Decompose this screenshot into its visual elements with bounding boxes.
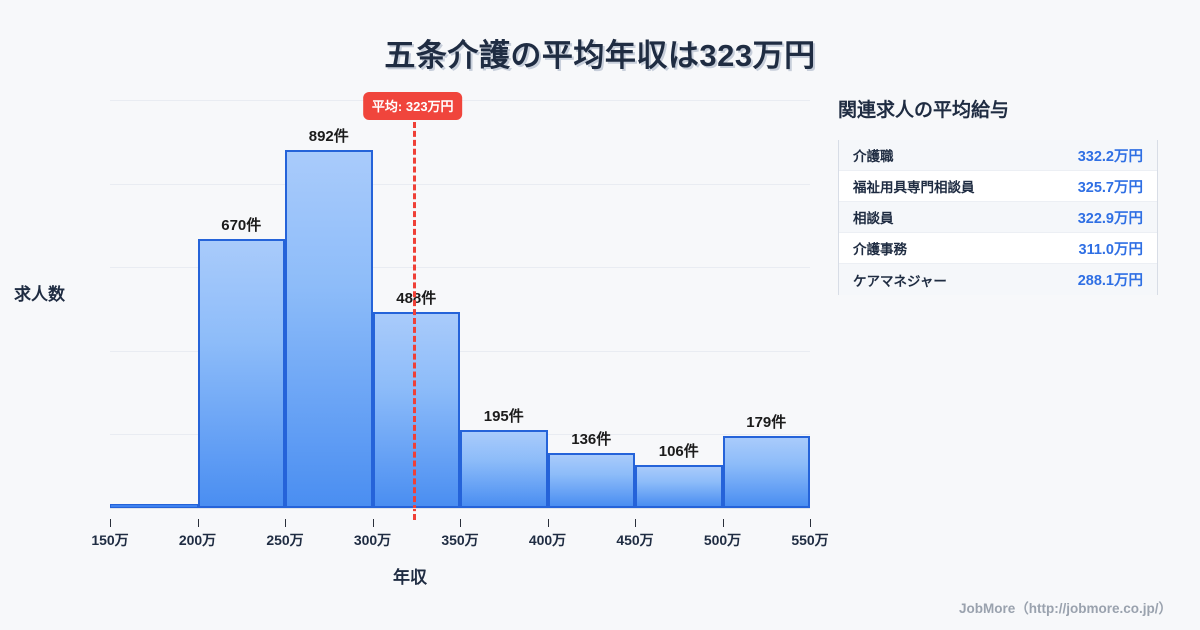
salary-job-name: 介護職 (853, 149, 894, 164)
bar-value-label: 195件 (483, 407, 524, 425)
x-axis-tick-label: 250万 (266, 532, 304, 548)
histogram-bar[interactable] (547, 453, 635, 508)
x-axis-tick-label: 150万 (91, 532, 129, 548)
x-axis-tick (285, 519, 286, 527)
bar-value-label: 670件 (221, 216, 262, 234)
salary-amount: 311.0万円 (1078, 241, 1144, 258)
salary-job-name: 相談員 (853, 211, 894, 226)
mean-line (412, 122, 416, 520)
histogram-bar[interactable] (460, 429, 548, 508)
salary-row[interactable]: 相談員 322.9万円 (839, 202, 1157, 233)
salary-table: 介護職 332.2万円福祉用具専門相談員 325.7万円相談員 322.9万円介護事務… (838, 140, 1158, 295)
salary-row[interactable]: 介護職 332.2万円 (839, 140, 1157, 171)
x-axis-tick-label: 400万 (528, 532, 567, 548)
mean-badge: 平均: 323万円 (362, 92, 463, 120)
bar-value-label: 106件 (658, 443, 699, 461)
histogram-bar[interactable] (635, 465, 723, 508)
salary-row[interactable]: ケアマネジャー 288.1万円 (839, 264, 1157, 295)
x-axis-tick (110, 519, 111, 527)
bar-value-label: 179件 (746, 414, 787, 432)
x-axis-tick-label: 450万 (616, 532, 654, 548)
footer-attribution: JobMore（http://jobmore.co.jp/） (959, 601, 1172, 616)
salary-row[interactable]: 福祉用具専門相談員 325.7万円 (839, 171, 1157, 202)
x-axis-tick-label: 200万 (178, 532, 217, 548)
x-axis-tick (722, 519, 724, 527)
histogram-bar[interactable] (722, 436, 810, 508)
x-axis-tick-label: 500万 (703, 532, 742, 548)
salary-amount: 288.1万円 (1077, 273, 1143, 289)
sidebar-title: 関連求人の平均給与 (838, 100, 1010, 121)
related-salary-panel: 関連求人の平均給与 介護職 332.2万円福祉用具専門相談員 325.7万円相談員 3… (838, 95, 1168, 295)
salary-row[interactable]: 介護事務 311.0万円 (839, 233, 1157, 264)
gridline (110, 351, 810, 352)
bar-value-label: 136件 (571, 431, 612, 449)
salary-amount: 322.9万円 (1077, 210, 1143, 227)
x-axis-tick-label: 550万 (791, 532, 829, 548)
x-axis-tick (372, 519, 374, 527)
bar-value-label: 892件 (308, 127, 349, 145)
x-axis-tick (197, 519, 199, 527)
histogram-chart: 求人数 670件 892件 488件 195件 136件 106件 179件 150万 200万… (0, 90, 829, 600)
x-axis-tick (547, 519, 549, 527)
histogram-bar[interactable] (110, 504, 198, 508)
x-axis-baseline (110, 508, 810, 509)
x-axis-tick-label: 300万 (353, 532, 392, 548)
x-axis-tick (635, 519, 636, 527)
x-axis-tick (810, 519, 811, 527)
page-title: 五条介護の平均年収は323万円 (384, 38, 816, 73)
x-axis-tick (460, 519, 461, 527)
x-axis-label: 年収 (393, 568, 427, 587)
bar-value-label: 488件 (396, 289, 437, 307)
gridline (110, 184, 810, 185)
histogram-bar[interactable] (197, 238, 285, 508)
y-axis-label: 求人数 (14, 285, 65, 304)
salary-amount: 332.2万円 (1077, 148, 1143, 165)
salary-job-name: ケアマネジャー (853, 273, 947, 289)
plot-area: 670件 892件 488件 195件 136件 106件 179件 150万 200万 250万… (91, 92, 829, 548)
salary-job-name: 福祉用具専門相談員 (853, 180, 975, 195)
salary-job-name: 介護事務 (853, 242, 907, 257)
x-axis-tick-label: 350万 (441, 532, 479, 548)
salary-amount: 325.7万円 (1077, 179, 1143, 196)
gridline (110, 267, 810, 268)
histogram-bar[interactable] (285, 149, 373, 508)
histogram-bar[interactable] (372, 311, 460, 508)
